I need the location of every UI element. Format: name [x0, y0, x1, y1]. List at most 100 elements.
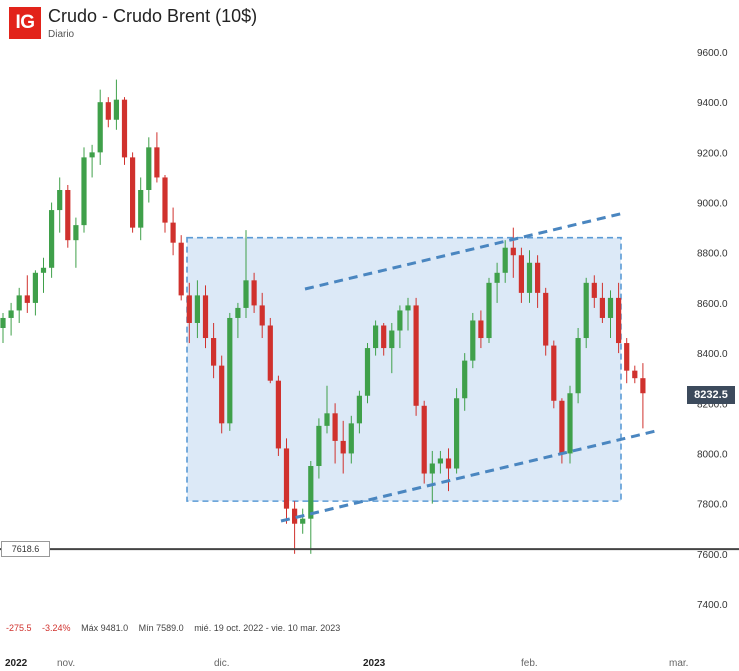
candle-body	[186, 295, 192, 323]
candle	[486, 277, 492, 344]
candle-body	[470, 320, 476, 361]
candle-body	[551, 345, 557, 401]
candle-body	[292, 508, 298, 524]
candle	[121, 97, 128, 165]
candle	[16, 287, 22, 323]
candle	[535, 255, 541, 308]
candle	[300, 508, 306, 534]
candle-body	[194, 295, 200, 323]
candle	[543, 287, 549, 356]
y-tick-label: 9600.0	[697, 48, 728, 59]
candle-body	[16, 295, 22, 311]
candle	[243, 230, 249, 318]
candle-body	[146, 147, 152, 190]
lower-trendline	[280, 428, 661, 523]
last-price-label: 8232.5	[687, 386, 735, 404]
candle	[105, 97, 111, 128]
candle-body	[202, 295, 209, 339]
candle	[502, 240, 508, 283]
candle	[364, 343, 371, 404]
candle	[332, 403, 338, 464]
candle	[97, 89, 103, 165]
candle	[49, 202, 55, 278]
candle	[57, 177, 63, 233]
candle	[405, 297, 411, 331]
candle-body	[616, 297, 622, 344]
candle	[462, 353, 468, 411]
candle-body	[162, 177, 168, 223]
candle-body	[251, 280, 257, 306]
candle	[186, 282, 192, 344]
date-range: mié. 19 oct. 2022 - vie. 10 mar. 2023	[194, 623, 341, 633]
candle	[283, 438, 290, 524]
candle-body	[397, 310, 403, 331]
candle	[259, 292, 265, 339]
candle-body	[121, 99, 128, 158]
candle-body	[624, 343, 630, 371]
candle	[267, 317, 273, 384]
candle-body	[348, 423, 354, 454]
candle	[340, 420, 346, 474]
candle-body	[607, 297, 614, 318]
candle-body	[510, 247, 516, 256]
candle-body	[535, 262, 541, 293]
horizontal-level-label: 7618.6	[1, 541, 50, 557]
candle	[429, 450, 435, 504]
candle	[437, 450, 443, 474]
candle-body	[405, 305, 411, 311]
candle-body	[227, 317, 233, 424]
candle	[599, 282, 605, 323]
candle	[24, 275, 30, 313]
candle	[381, 322, 387, 356]
candle-body	[575, 338, 581, 394]
candle	[0, 312, 6, 344]
candle	[607, 290, 614, 339]
candle-body	[316, 425, 322, 466]
candle-body	[583, 282, 589, 339]
candle	[591, 275, 597, 308]
y-tick-label: 7600.0	[697, 550, 728, 561]
candle	[421, 400, 427, 484]
candle-body	[211, 338, 217, 366]
candle	[510, 227, 516, 278]
y-tick-label: 9200.0	[697, 148, 728, 159]
candle-body	[429, 463, 435, 474]
candle-body	[543, 292, 549, 346]
change-value: -275.5	[6, 623, 32, 633]
candle-body	[324, 413, 330, 426]
x-tick-label: dic.	[214, 658, 230, 669]
candle-body	[591, 282, 597, 298]
candle-body	[130, 157, 136, 228]
candle	[251, 272, 257, 313]
candle-body	[300, 518, 306, 524]
candle-body	[40, 267, 47, 273]
candle-body	[113, 99, 119, 120]
candle	[389, 322, 395, 374]
candle	[348, 415, 354, 464]
candle-body	[8, 310, 14, 318]
x-tick-label: nov.	[57, 658, 75, 669]
candle	[178, 235, 184, 301]
y-tick-label: 8200.0	[697, 399, 728, 410]
chart-title: Crudo - Crudo Brent (10$)	[48, 6, 258, 26]
candle	[292, 501, 298, 554]
candle	[356, 390, 362, 434]
candle	[583, 277, 589, 349]
candle	[32, 270, 38, 316]
candle-body	[243, 280, 249, 308]
candle-body	[389, 330, 395, 349]
candle-body	[24, 295, 30, 303]
x-tick-label: feb.	[521, 658, 538, 669]
candle-body	[478, 320, 484, 339]
candle-body	[599, 297, 605, 318]
candle	[470, 312, 476, 369]
chart-subtitle: Diario	[48, 29, 75, 40]
candle	[575, 328, 581, 404]
x-tick-label: 2022	[5, 658, 28, 669]
candle-body	[89, 152, 95, 158]
candle	[154, 132, 160, 183]
change-percent: -3.24%	[42, 623, 71, 633]
candle-body	[105, 102, 111, 120]
candle-body	[235, 307, 241, 318]
